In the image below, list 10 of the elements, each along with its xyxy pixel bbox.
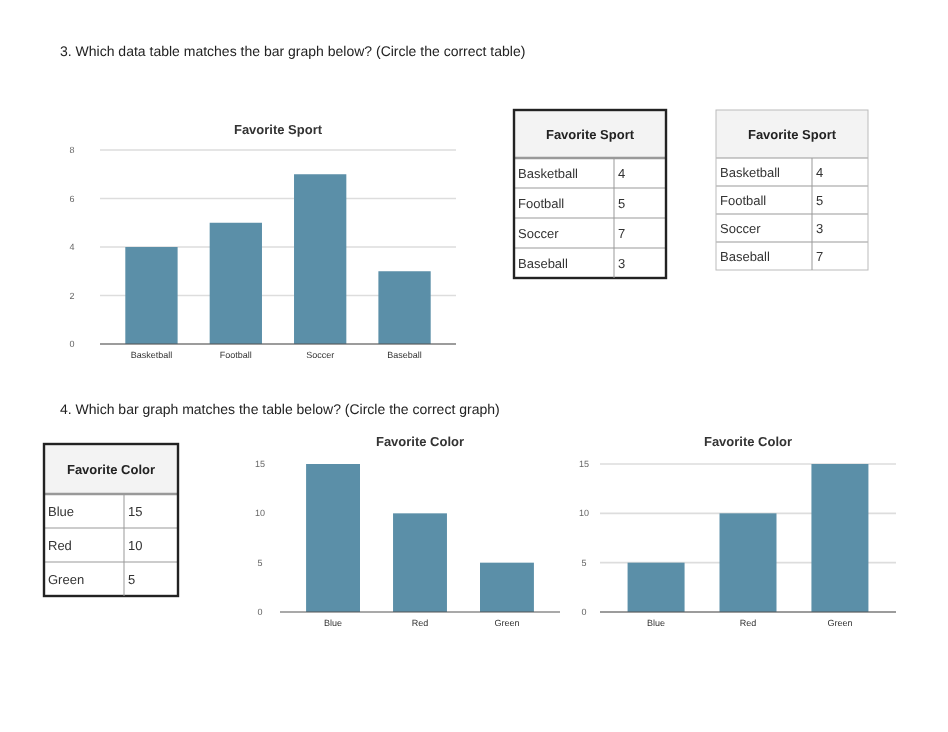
- bar: [209, 222, 262, 344]
- bar: [480, 562, 534, 612]
- bar: [125, 247, 178, 344]
- bar: [811, 464, 869, 612]
- bar: [378, 271, 431, 344]
- bar: [393, 513, 447, 612]
- bar: [627, 562, 685, 612]
- bar: [294, 174, 347, 344]
- bar: [719, 513, 777, 612]
- bar: [306, 464, 360, 612]
